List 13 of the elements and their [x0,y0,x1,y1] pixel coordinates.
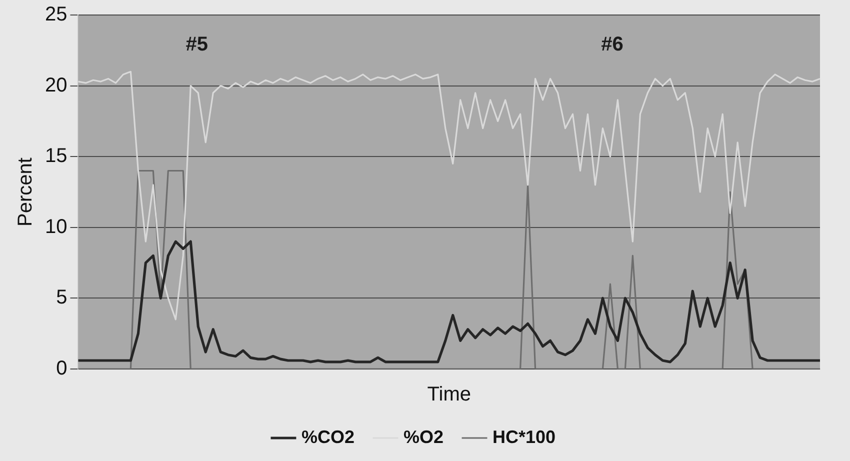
annotation: #6 [601,34,624,56]
y-tick-label: 15 [44,145,68,168]
annotation: #5 [186,34,208,56]
y-tick-label: 20 [44,74,68,96]
legend-label: %O2 [403,426,444,447]
y-tick-label: 10 [44,216,68,238]
legend-label: %CO2 [301,426,354,447]
y-tick-label: 25 [44,4,68,26]
y-axis-title: Percent [14,157,37,226]
y-tick-label: 0 [56,358,68,380]
x-axis-title: Time [427,384,471,406]
legend-label: HC*100 [492,426,556,447]
y-tick-label: 5 [56,286,68,309]
